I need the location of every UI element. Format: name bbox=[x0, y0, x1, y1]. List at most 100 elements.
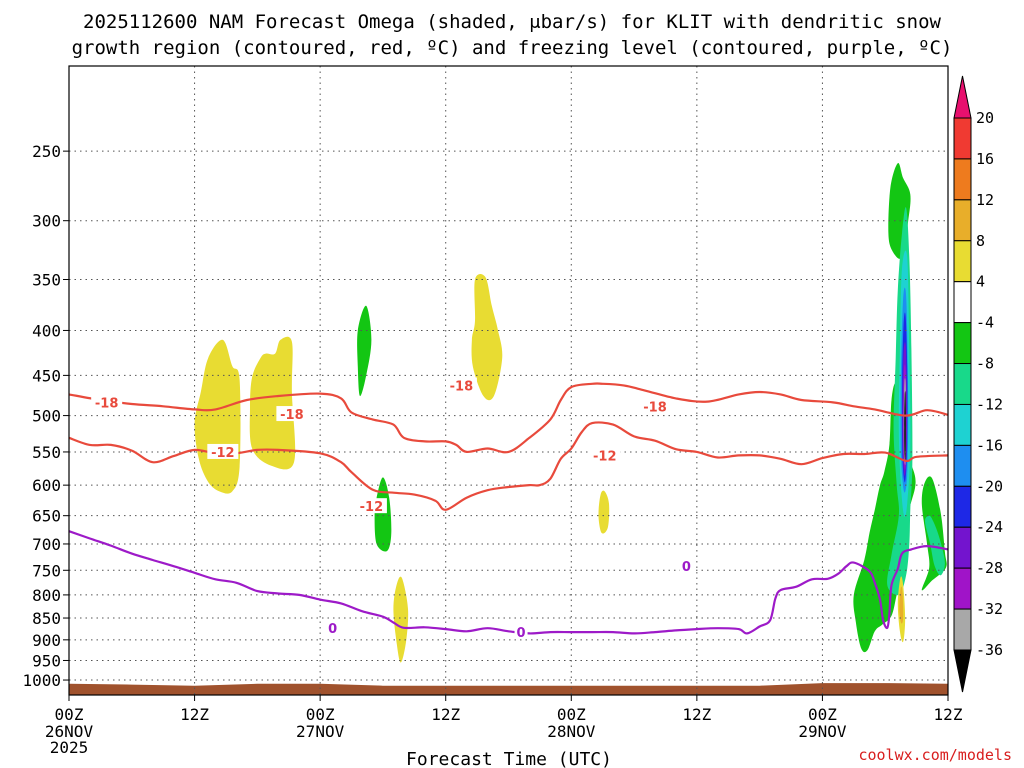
ground bbox=[69, 683, 948, 695]
colorbar-label-3: 8 bbox=[976, 232, 985, 250]
y-tick-label-1000: 1000 bbox=[22, 671, 61, 690]
omega-pos-4to8-b bbox=[249, 336, 296, 470]
colorbar-box-9 bbox=[953, 485, 972, 528]
grid-layer bbox=[68, 66, 949, 695]
surface-layer bbox=[69, 683, 948, 695]
omega-neg-4to8-b bbox=[374, 477, 392, 552]
y-tick-label-300: 300 bbox=[32, 212, 61, 231]
y-tick-label-350: 350 bbox=[32, 271, 61, 290]
x-tick-label-0: 00Z bbox=[55, 705, 84, 724]
colorbar-label-8: -16 bbox=[976, 436, 1003, 454]
dgz-top-18-label-1: -18 bbox=[280, 408, 304, 423]
dgz-bottom-12-label-1: -12 bbox=[360, 500, 384, 515]
omega-pos-8to12-f bbox=[899, 586, 904, 624]
colorbar-box-12 bbox=[953, 608, 972, 651]
colorbar-label-12: -32 bbox=[976, 600, 1003, 618]
freezing-level-0-label-0: 0 bbox=[328, 622, 337, 637]
freezing-level-0-label-bg-1 bbox=[514, 624, 528, 640]
x-year-label-0: 2025 bbox=[50, 738, 89, 757]
colorbar-label-1: 16 bbox=[976, 150, 994, 168]
y-tick-label-550: 550 bbox=[32, 443, 61, 462]
pressure-axis: 250 300 350 400 450 500 550 600 650 700 750 800 850 9… bbox=[22, 142, 69, 690]
x-tick-label-2: 00Z bbox=[306, 705, 335, 724]
omega-pos-4to8-d bbox=[393, 576, 409, 663]
chart-title-line2: growth region (contoured, red, ºC) and f… bbox=[72, 37, 953, 59]
colorbar-label-5: -4 bbox=[976, 314, 994, 332]
omega-colorbar: 20 16 12 8 4 -4 -8 -12 -16 -20 -24 -28 -32 -36 bbox=[953, 75, 1003, 693]
y-tick-label-700: 700 bbox=[32, 535, 61, 554]
x-date-label-6: 29NOV bbox=[798, 722, 847, 741]
x-tick-label-4: 00Z bbox=[557, 705, 586, 724]
colorbar-box-7 bbox=[953, 403, 972, 446]
dgz-bottom-12-label-bg-0 bbox=[207, 443, 239, 459]
dgz-top-18-label-bg-0 bbox=[91, 394, 123, 410]
y-tick-label-250: 250 bbox=[32, 142, 61, 161]
y-tick-label-500: 500 bbox=[32, 407, 61, 426]
colorbar-label-0: 20 bbox=[976, 109, 994, 127]
x-tick-label-5: 12Z bbox=[682, 705, 711, 724]
y-tick-label-850: 850 bbox=[32, 609, 61, 628]
x-tick-label-6: 00Z bbox=[808, 705, 837, 724]
colorbar-arrow-bottom bbox=[953, 649, 972, 693]
colorbar-box-4 bbox=[953, 281, 972, 324]
x-date-label-4: 28NOV bbox=[547, 722, 596, 741]
plot-frame bbox=[68, 65, 949, 696]
colorbar-label-6: -8 bbox=[976, 355, 994, 373]
x-date-label-2: 27NOV bbox=[296, 722, 345, 741]
colorbar-arrow-top bbox=[953, 75, 972, 119]
dgz-top-18-label-bg-1 bbox=[276, 406, 308, 422]
dgz-top-18-label-bg-3 bbox=[639, 398, 671, 414]
colorbar-box-0 bbox=[953, 117, 972, 160]
x-tick-label-7: 12Z bbox=[934, 705, 963, 724]
x-date-label-0: 26NOV bbox=[45, 722, 94, 741]
colorbar-label-11: -28 bbox=[976, 559, 1003, 577]
omega-pos-4to8-a bbox=[194, 339, 241, 494]
y-tick-label-650: 650 bbox=[32, 507, 61, 526]
y-tick-label-950: 950 bbox=[32, 651, 61, 670]
dgz-top-18-label-bg-2 bbox=[445, 377, 477, 393]
omega-pos-4to8-c bbox=[471, 274, 503, 401]
colorbar-box-8 bbox=[953, 444, 972, 487]
y-tick-label-900: 900 bbox=[32, 631, 61, 650]
colorbar-box-1 bbox=[953, 158, 972, 201]
contour-layer: -18 -18 -18 -18 -12 -12 -12 0 0 0 bbox=[68, 377, 949, 641]
freezing-level-0 bbox=[68, 530, 949, 635]
colorbar-label-2: 12 bbox=[976, 191, 994, 209]
freezing-level-0-label-bg-2 bbox=[679, 558, 693, 574]
omega-neg-below36 bbox=[904, 391, 906, 461]
freezing-level-0-label-2: 0 bbox=[682, 560, 691, 575]
dgz-bottom-12-label-bg-1 bbox=[355, 498, 387, 514]
dgz-top-18-label-0: -18 bbox=[95, 396, 119, 411]
chart-title-line1: 2025112600 NAM Forecast Omega (shaded, μ… bbox=[83, 11, 941, 33]
omega-neg-8to12-b bbox=[924, 515, 945, 576]
x-tick-label-1: 12Z bbox=[180, 705, 209, 724]
x-tick-label-3: 12Z bbox=[431, 705, 460, 724]
colorbar-box-6 bbox=[953, 363, 972, 405]
colorbar-label-9: -20 bbox=[976, 477, 1003, 495]
colorbar-label-10: -24 bbox=[976, 518, 1003, 536]
colorbar-box-5 bbox=[953, 322, 972, 365]
dgz-top-18 bbox=[68, 382, 949, 454]
colorbar-box-3 bbox=[953, 240, 972, 283]
dgz-top-18-label-3: -18 bbox=[643, 400, 667, 415]
y-tick-label-750: 750 bbox=[32, 561, 61, 580]
colorbar-box-2 bbox=[953, 199, 972, 242]
site-credit: coolwx.com/models bbox=[858, 746, 1012, 764]
y-tick-label-800: 800 bbox=[32, 586, 61, 605]
colorbar-label-7: -12 bbox=[976, 395, 1003, 413]
dgz-bottom-12-label-0: -12 bbox=[211, 446, 235, 461]
colorbar-label-13: -36 bbox=[976, 641, 1003, 659]
x-axis-label: Forecast Time (UTC) bbox=[406, 749, 612, 768]
dgz-bottom-12-label-bg-2 bbox=[589, 447, 621, 463]
colorbar-box-10 bbox=[953, 526, 972, 569]
dgz-top-18-label-2: -18 bbox=[450, 379, 474, 394]
y-tick-label-450: 450 bbox=[32, 366, 61, 385]
colorbar-box-11 bbox=[953, 567, 972, 610]
y-tick-label-600: 600 bbox=[32, 476, 61, 495]
y-tick-label-400: 400 bbox=[32, 321, 61, 340]
freezing-level-0-label-bg-0 bbox=[326, 619, 340, 635]
dgz-bottom-12-label-2: -12 bbox=[593, 449, 617, 464]
omega-neg-4to8-a bbox=[357, 305, 372, 397]
